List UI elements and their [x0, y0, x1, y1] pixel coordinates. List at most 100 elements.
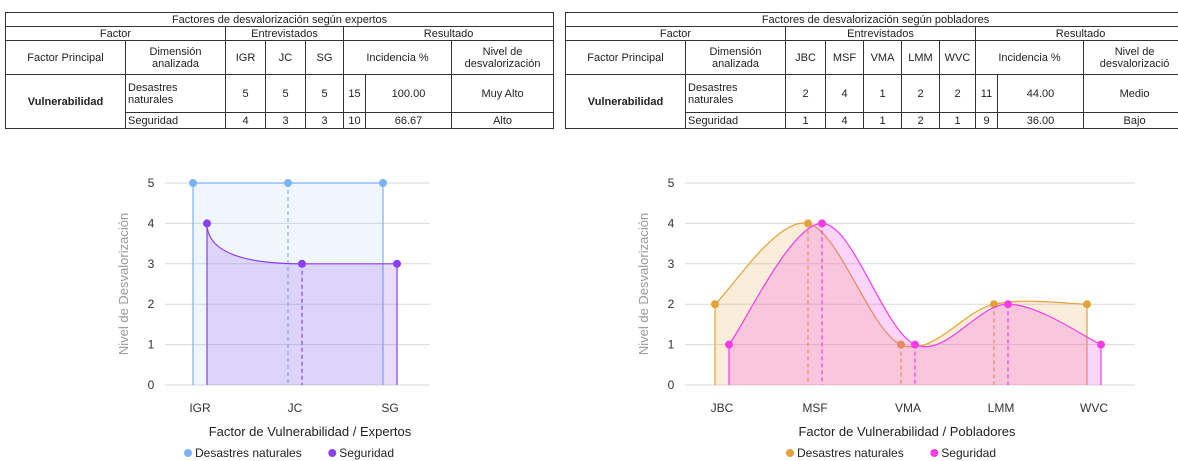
- y-tick-label: 2: [668, 297, 675, 311]
- col-factor-principal: Factor Principal: [5, 40, 126, 75]
- data-point: [203, 219, 211, 228]
- data-point: [298, 259, 306, 268]
- col-factor-principal: Factor Principal: [565, 40, 686, 75]
- legend-marker: [930, 449, 939, 457]
- factor-cell: Vulnerabilidad: [565, 74, 686, 129]
- score-cell: 4: [825, 74, 864, 113]
- col-nivel: Nivel de desvalorización: [450, 40, 555, 75]
- data-point: [284, 179, 292, 187]
- col-interviewer: SG: [305, 40, 344, 75]
- col-interviewer: MSF: [825, 40, 864, 75]
- dimension-cell: Seguridad: [685, 112, 786, 129]
- total-cell: 15: [343, 74, 366, 113]
- score-cell: 1: [785, 112, 826, 129]
- data-point: [818, 219, 826, 228]
- dimension-cell: Desastres naturales: [685, 74, 786, 113]
- col-dimension: Dimensión analizada: [125, 40, 226, 75]
- score-cell: 1: [939, 112, 976, 129]
- score-cell: 4: [825, 112, 864, 129]
- score-cell: 5: [305, 74, 344, 113]
- pobladores-table: Factores de desvalorización según poblad…: [564, 12, 1178, 129]
- score-cell: 5: [225, 74, 266, 113]
- legend-marker: [328, 449, 337, 457]
- y-tick-label: 5: [148, 176, 155, 190]
- score-cell: 4: [225, 112, 266, 129]
- x-tick-label: JBC: [711, 401, 734, 415]
- total-cell: 11: [975, 74, 998, 113]
- score-cell: 5: [265, 74, 306, 113]
- y-tick-label: 1: [148, 338, 155, 352]
- legend-marker: [184, 449, 192, 457]
- data-point: [711, 300, 719, 309]
- y-tick-label: 0: [148, 378, 155, 392]
- dimension-cell: Desastres naturales: [125, 74, 226, 113]
- series-line: [728, 222, 1102, 348]
- data-point: [911, 340, 919, 349]
- y-tick-label: 3: [148, 257, 155, 271]
- group-factor: Factor: [5, 26, 226, 41]
- score-cell: 3: [305, 112, 344, 129]
- y-tick-label: 5: [668, 176, 675, 190]
- score-cell: 2: [901, 74, 940, 113]
- data-point: [897, 340, 905, 349]
- total-cell: 9: [975, 112, 998, 129]
- table-title: Factores de desvalorización según poblad…: [564, 12, 1178, 27]
- data-point: [393, 259, 401, 268]
- pct-cell: 44.00: [997, 74, 1084, 113]
- y-axis-title: Nivel de Desvalorización: [116, 213, 131, 355]
- legend-label: Desastres naturales: [797, 446, 904, 460]
- y-tick-label: 4: [668, 216, 675, 230]
- data-point: [379, 179, 387, 187]
- x-axis-title: Factor de Vulnerabilidad / Expertos: [209, 424, 412, 439]
- group-factor: Factor: [565, 26, 786, 41]
- score-cell: 2: [785, 74, 826, 113]
- y-axis-title: Nivel de Desvalorización: [636, 213, 651, 355]
- score-cell: 1: [863, 112, 902, 129]
- legend-marker: [786, 449, 794, 457]
- series-line: [206, 223, 397, 265]
- group-entrevistados: Entrevistados: [785, 26, 976, 41]
- nivel-cell: Muy Alto: [450, 74, 555, 113]
- y-tick-label: 2: [148, 297, 155, 311]
- score-cell: 2: [901, 112, 940, 129]
- col-interviewer: IGR: [225, 40, 266, 75]
- legend-label: Seguridad: [941, 446, 996, 460]
- pct-cell: 36.00: [997, 112, 1084, 129]
- legend-label: Desastres naturales: [195, 446, 302, 460]
- x-axis-title: Factor de Vulnerabilidad / Pobladores: [798, 424, 1016, 439]
- group-resultado: Resultado: [342, 26, 555, 41]
- nivel-cell: Alto: [450, 112, 555, 129]
- col-dimension: Dimensión analizada: [685, 40, 786, 75]
- score-cell: 1: [863, 74, 902, 113]
- table-title: Factores de desvalorización según expert…: [4, 12, 555, 27]
- data-point: [804, 219, 812, 228]
- nivel-cell: Bajo: [1082, 112, 1178, 129]
- group-resultado: Resultado: [974, 26, 1178, 41]
- x-tick-label: VMA: [895, 401, 921, 415]
- x-tick-label: JC: [288, 401, 303, 415]
- col-interviewer: JC: [265, 40, 306, 75]
- col-interviewer: VMA: [863, 40, 902, 75]
- score-cell: 3: [265, 112, 306, 129]
- expertos-chart: 0 1 2 3 4 5 IGR JC SG Factor de Vulnerabilidad / …: [116, 176, 430, 460]
- total-cell: 10: [343, 112, 366, 129]
- y-tick-label: 4: [148, 216, 155, 230]
- x-tick-label: WVC: [1080, 401, 1108, 415]
- data-point: [189, 179, 197, 187]
- pobladores-chart: 0 1 2 3 4 5 JBC MSF VMA LMM WVC Factor de Vulnerabi…: [636, 176, 1135, 460]
- col-interviewer: LMM: [901, 40, 940, 75]
- data-point: [725, 340, 733, 349]
- data-point: [1097, 340, 1105, 349]
- expertos-table: Factores de desvalorización según expert…: [4, 12, 555, 129]
- pct-cell: 66.67: [365, 112, 452, 129]
- score-cell: 2: [939, 74, 976, 113]
- series-area: [207, 223, 397, 385]
- col-nivel: Nivel de desvalorizació: [1082, 40, 1178, 75]
- y-tick-label: 0: [668, 378, 675, 392]
- x-tick-label: MSF: [802, 401, 827, 415]
- factor-cell: Vulnerabilidad: [5, 74, 126, 129]
- y-tick-label: 1: [668, 338, 675, 352]
- col-incidencia: Incidencia %: [975, 40, 1084, 75]
- legend-label: Seguridad: [339, 446, 394, 460]
- col-interviewer: WVC: [939, 40, 976, 75]
